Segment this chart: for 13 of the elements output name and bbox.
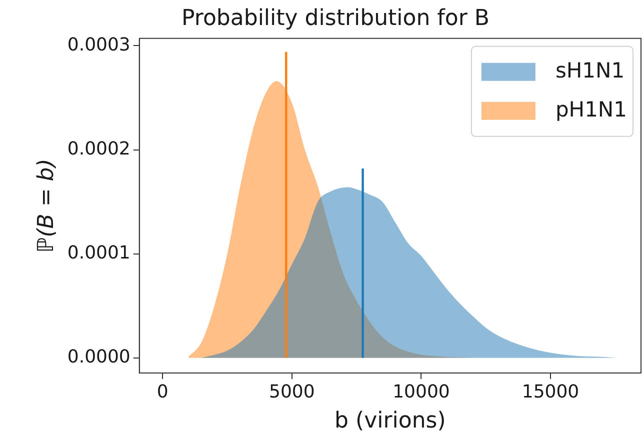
y-tick-label: 0.0001 bbox=[67, 242, 130, 264]
chart-title: Probability distribution for B bbox=[182, 6, 490, 31]
y-tick-label: 0.0002 bbox=[67, 138, 130, 160]
legend-label: sH1N1 bbox=[555, 58, 625, 82]
x-tick-label: 15000 bbox=[522, 381, 580, 402]
legend-label: pH1N1 bbox=[555, 97, 628, 122]
y-tick-label: 0.0003 bbox=[67, 34, 130, 56]
y-axis-title: ℙ(B = b) bbox=[34, 158, 59, 253]
x-tick-label: 0 bbox=[156, 381, 168, 402]
x-tick-label: 5000 bbox=[269, 381, 315, 402]
x-tick-label: 10000 bbox=[392, 381, 450, 402]
y-tick-label: 0.0000 bbox=[67, 346, 130, 368]
x-axis-title: b (virions) bbox=[334, 408, 446, 434]
